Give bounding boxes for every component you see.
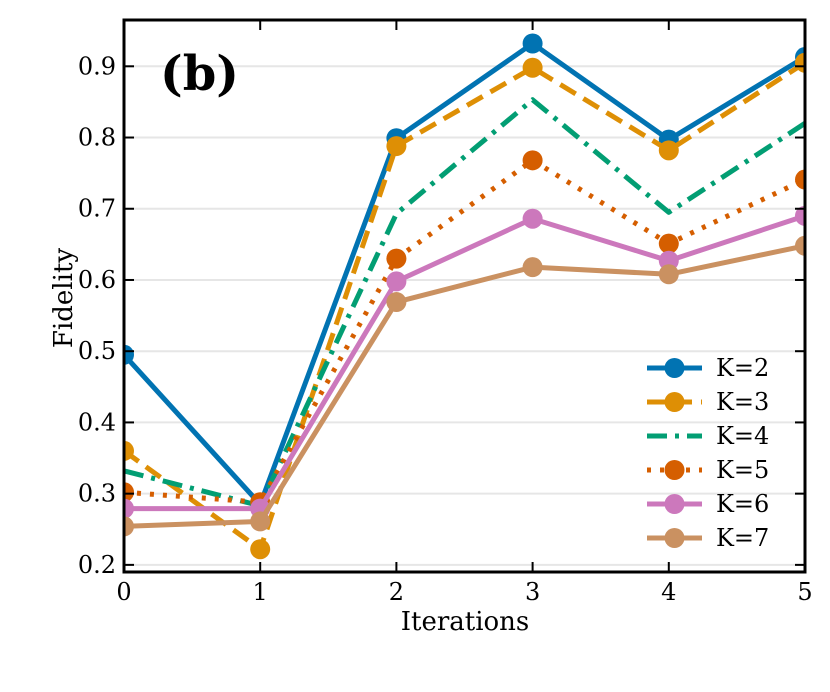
data-point-k2 xyxy=(124,344,134,365)
x-tick-label: 1 xyxy=(253,578,268,606)
data-point-k3 xyxy=(250,539,271,560)
data-point-k6 xyxy=(124,498,134,519)
series-line-k5 xyxy=(124,157,805,505)
data-point-k5 xyxy=(658,233,679,254)
data-point-k3 xyxy=(124,440,134,461)
y-tick-label: 0.3 xyxy=(78,480,116,508)
series-line-k7 xyxy=(124,243,805,529)
data-point-k7 xyxy=(795,235,805,256)
y-tick-label: 0.2 xyxy=(78,551,116,579)
x-tick-label: 2 xyxy=(389,578,404,606)
legend-marker-k6 xyxy=(664,494,685,514)
series-line-k6 xyxy=(124,213,805,512)
data-point-k7 xyxy=(658,264,679,285)
data-point-k3 xyxy=(658,140,679,161)
data-point-k7 xyxy=(522,257,543,278)
legend-label-k7: K=7 xyxy=(716,524,769,552)
y-tick-label: 0.4 xyxy=(78,408,116,436)
legend: K=2 K=3 K=4 K=5 K=6 K=7 xyxy=(647,354,769,552)
legend-label-k5: K=5 xyxy=(716,456,769,484)
x-axis-label: Iterations xyxy=(401,607,530,637)
data-point-k3 xyxy=(795,52,805,73)
x-tick-label: 4 xyxy=(661,578,676,606)
series-layer xyxy=(124,33,805,560)
data-point-k3 xyxy=(386,136,407,157)
y-tick-label: 0.6 xyxy=(78,266,116,294)
y-tick-label: 0.5 xyxy=(78,337,116,365)
legend-marker-k2 xyxy=(664,358,685,378)
y-tick-label: 0.9 xyxy=(78,52,116,80)
data-point-k7 xyxy=(386,292,407,313)
data-point-k2 xyxy=(522,33,543,54)
data-point-k6 xyxy=(522,208,543,229)
data-point-k7 xyxy=(124,516,134,537)
data-point-k5 xyxy=(522,150,543,171)
y-tick-label: 0.8 xyxy=(78,124,116,152)
series-line-k2 xyxy=(124,41,805,507)
legend-label-k4: K=4 xyxy=(716,422,769,450)
y-axis-label: Fidelity xyxy=(49,248,79,348)
data-point-k5 xyxy=(386,248,407,269)
legend-label-k6: K=6 xyxy=(716,490,769,518)
legend-marker-k3 xyxy=(664,392,685,412)
legend-marker-k5 xyxy=(664,460,685,480)
data-point-k5 xyxy=(124,482,134,503)
data-point-k6 xyxy=(386,271,407,292)
panel-label: (b) xyxy=(160,46,239,102)
plot-frame xyxy=(122,18,807,574)
series-line-k3 xyxy=(124,60,805,552)
legend-label-k3: K=3 xyxy=(716,388,769,416)
legend-marker-k7 xyxy=(664,528,685,548)
x-tick-label: 5 xyxy=(797,578,812,606)
data-point-k6 xyxy=(795,205,805,226)
y-tick-label: 0.7 xyxy=(78,195,116,223)
data-point-k3 xyxy=(522,57,543,78)
data-point-k5 xyxy=(795,169,805,190)
x-tick-label: 0 xyxy=(116,578,131,606)
data-point-k7 xyxy=(250,511,271,532)
x-tick-label: 3 xyxy=(525,578,540,606)
series-line-k4 xyxy=(124,97,805,509)
legend-label-k2: K=2 xyxy=(716,354,769,382)
tick-layer: 0 1 2 3 4 5 0.2 0.3 0.4 0.5 0.6 0.7 0.8 0.9 xyxy=(78,20,813,606)
